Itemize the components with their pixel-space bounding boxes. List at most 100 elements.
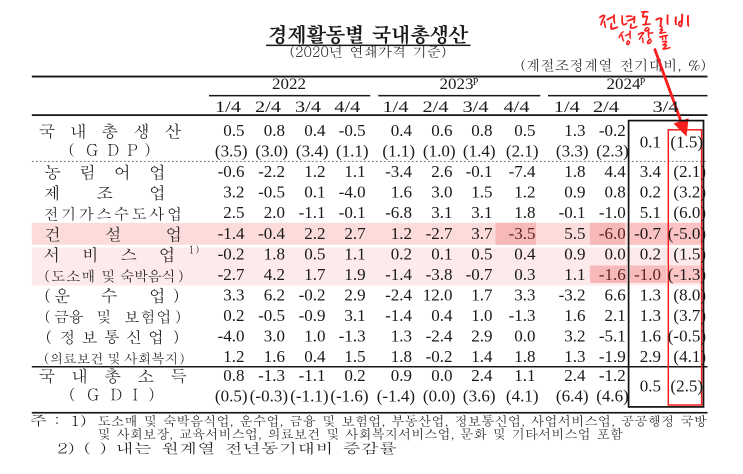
svg-text:-1.4: -1.4: [218, 224, 245, 243]
svg-text:3.2: 3.2: [564, 327, 585, 346]
svg-text:-1.4: -1.4: [385, 306, 412, 325]
svg-text:1.1: 1.1: [344, 245, 365, 264]
svg-text:-0.1: -0.1: [466, 162, 493, 181]
svg-text:1.2: 1.2: [391, 224, 412, 243]
svg-text:-0.2: -0.2: [599, 121, 626, 140]
svg-text:-2.2: -2.2: [258, 162, 285, 181]
svg-text:2.5: 2.5: [223, 203, 244, 222]
svg-text:-1.6: -1.6: [599, 265, 626, 284]
svg-text:2.2: 2.2: [304, 224, 325, 243]
svg-text:1.7: 1.7: [304, 265, 326, 284]
svg-text:(3.5): (3.5): [215, 142, 248, 161]
svg-text:0.1: 0.1: [640, 133, 661, 152]
svg-text:1.5: 1.5: [344, 347, 365, 366]
svg-text:1.2: 1.2: [304, 162, 325, 181]
svg-text:0.4: 0.4: [391, 121, 413, 140]
svg-text:2.4: 2.4: [564, 366, 586, 385]
svg-text:3.1: 3.1: [431, 203, 452, 222]
svg-text:0.4: 0.4: [304, 121, 326, 140]
svg-text:(-1.4): (-1.4): [377, 386, 415, 405]
svg-text:-1.9: -1.9: [599, 347, 626, 366]
svg-text:0.1: 0.1: [304, 183, 325, 202]
svg-text:1.1: 1.1: [514, 366, 535, 385]
svg-text:P: P: [640, 77, 646, 88]
svg-text:-3.2: -3.2: [559, 286, 586, 305]
svg-text:(-0.5): (-0.5): [668, 327, 706, 346]
svg-text:0.5: 0.5: [514, 121, 535, 140]
svg-text:4.2: 4.2: [264, 265, 285, 284]
svg-text:2.9: 2.9: [471, 327, 492, 346]
svg-text:0.5: 0.5: [640, 376, 661, 395]
svg-text:0.9: 0.9: [564, 245, 585, 264]
svg-text:0.0: 0.0: [605, 245, 626, 264]
svg-text:2.6: 2.6: [431, 162, 452, 181]
svg-text:1.7: 1.7: [471, 286, 493, 305]
svg-text:1.4: 1.4: [471, 347, 493, 366]
svg-text:0.0: 0.0: [431, 366, 452, 385]
svg-text:1.9: 1.9: [344, 265, 365, 284]
svg-text:1.2: 1.2: [514, 183, 535, 202]
svg-text:(8.0): (8.0): [673, 286, 706, 305]
svg-text:(2.1): (2.1): [673, 162, 706, 181]
svg-text:1.8: 1.8: [514, 203, 535, 222]
svg-text:3/4: 3/4: [653, 99, 679, 116]
svg-text:2.1: 2.1: [605, 306, 626, 325]
svg-text:0.3: 0.3: [514, 265, 535, 284]
svg-text:1.0: 1.0: [304, 327, 325, 346]
svg-text:-0.5: -0.5: [339, 121, 366, 140]
svg-text:5.1: 5.1: [640, 203, 661, 222]
svg-text:0.8: 0.8: [471, 121, 492, 140]
svg-text:-5.1: -5.1: [599, 327, 626, 346]
svg-text:0.4: 0.4: [431, 306, 453, 325]
svg-text:-0.2: -0.2: [218, 245, 245, 264]
svg-text:-2.4: -2.4: [385, 286, 412, 305]
svg-text:-1.3: -1.3: [258, 366, 285, 385]
svg-text:3.1: 3.1: [344, 306, 365, 325]
svg-text:(1.5): (1.5): [673, 245, 706, 264]
svg-text:-0.6: -0.6: [218, 162, 245, 181]
svg-text:0.5: 0.5: [223, 121, 244, 140]
svg-text:(2.3): (2.3): [596, 142, 629, 161]
svg-text:-3.5: -3.5: [509, 224, 536, 243]
svg-text:-0.1: -0.1: [559, 203, 586, 222]
svg-text:-2.7: -2.7: [218, 265, 245, 284]
svg-text:(4.1): (4.1): [673, 347, 706, 366]
svg-text:-1.4: -1.4: [385, 265, 412, 284]
svg-text:2.9: 2.9: [344, 286, 365, 305]
svg-text:1.6: 1.6: [640, 327, 661, 346]
svg-text:1.2: 1.2: [223, 347, 244, 366]
svg-text:-3.8: -3.8: [426, 265, 453, 284]
svg-text:(-1.6): (-1.6): [330, 386, 368, 405]
svg-text:2/4: 2/4: [255, 99, 281, 116]
svg-text:-2.7: -2.7: [426, 224, 453, 243]
svg-text:3.3: 3.3: [514, 286, 535, 305]
svg-text:0.1: 0.1: [431, 245, 452, 264]
svg-text:(4.6): (4.6): [596, 386, 629, 405]
svg-text:(1.0): (1.0): [423, 142, 456, 161]
svg-text:3.2: 3.2: [223, 183, 244, 202]
svg-text:0.2: 0.2: [344, 366, 365, 385]
svg-text:(3.0): (3.0): [255, 142, 288, 161]
svg-text:1.8: 1.8: [514, 347, 535, 366]
svg-text:-1.1: -1.1: [299, 366, 326, 385]
svg-text:0.2: 0.2: [640, 245, 661, 264]
svg-text:6.2: 6.2: [264, 286, 285, 305]
svg-text:1.6: 1.6: [391, 183, 412, 202]
svg-text:1.3: 1.3: [640, 286, 661, 305]
svg-text:3.7: 3.7: [471, 224, 493, 243]
svg-text:1.8: 1.8: [391, 347, 412, 366]
svg-text:-6.8: -6.8: [385, 203, 412, 222]
svg-text:1.3: 1.3: [640, 306, 661, 325]
svg-text:-0.9: -0.9: [299, 306, 326, 325]
svg-text:4.4: 4.4: [605, 162, 627, 181]
svg-text:-4.0: -4.0: [218, 327, 245, 346]
svg-text:4/4: 4/4: [334, 99, 360, 116]
svg-text:P: P: [473, 77, 479, 88]
svg-text:1.3: 1.3: [564, 121, 585, 140]
svg-text:(3.7): (3.7): [673, 306, 706, 325]
svg-text:1.6: 1.6: [264, 347, 285, 366]
svg-text:0.6: 0.6: [431, 121, 452, 140]
svg-text:0.4: 0.4: [304, 347, 326, 366]
svg-text:2.0: 2.0: [264, 203, 285, 222]
svg-text:-1.0: -1.0: [634, 265, 661, 284]
